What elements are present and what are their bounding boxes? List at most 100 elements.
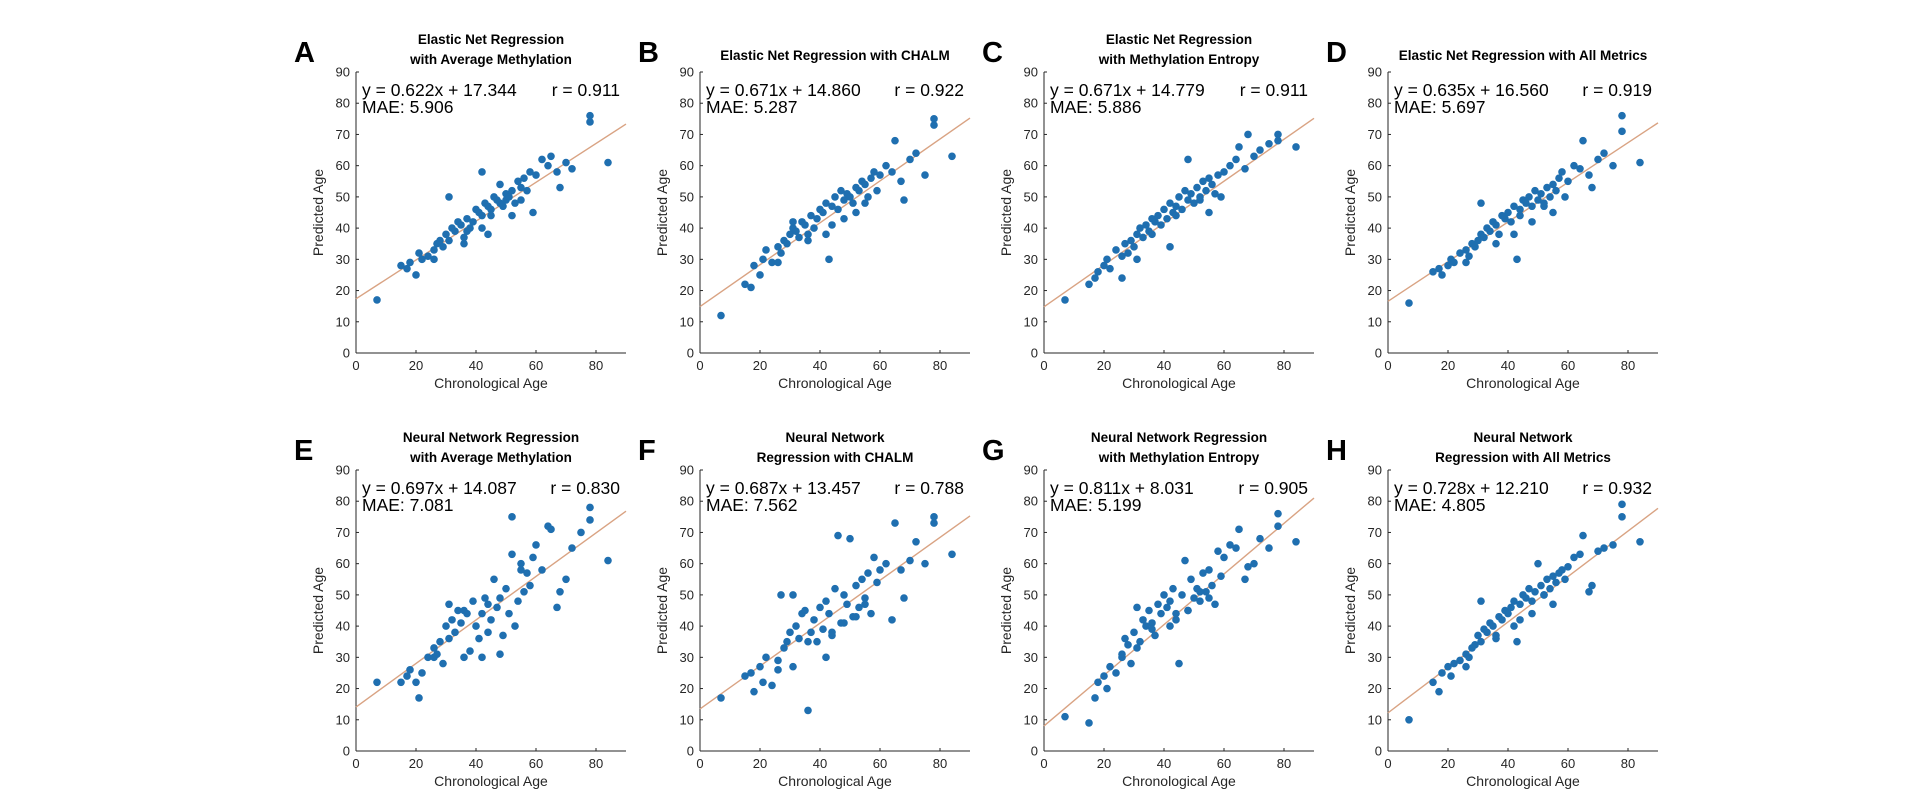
data-point [1184, 606, 1192, 615]
data-point [1549, 180, 1557, 189]
regression-equation: y = 0.697x + 14.087 [362, 478, 517, 498]
data-point [774, 258, 782, 267]
data-point [1477, 637, 1485, 646]
data-point [1555, 174, 1563, 182]
x-tick-label: 60 [873, 358, 887, 373]
y-tick-label: 30 [336, 650, 350, 665]
y-tick-label: 90 [1368, 463, 1382, 478]
data-point [921, 171, 929, 179]
y-tick-label: 70 [680, 127, 694, 142]
data-point [1235, 525, 1243, 534]
y-tick-label: 50 [336, 587, 350, 602]
y-tick-label: 80 [680, 96, 694, 111]
data-point [1480, 233, 1488, 242]
chart-title-line: Elastic Net Regression with CHALM [720, 48, 950, 63]
data-point [508, 550, 516, 559]
data-point [505, 609, 513, 618]
data-point [1154, 600, 1162, 609]
data-point [526, 168, 534, 176]
data-point [900, 196, 908, 204]
data-point [397, 261, 405, 270]
data-point [1483, 628, 1491, 637]
x-tick-label: 40 [1501, 756, 1515, 771]
regression-line [1043, 117, 1315, 308]
data-point [1136, 637, 1144, 646]
data-point [855, 603, 863, 612]
x-tick-label: 80 [1277, 358, 1291, 373]
data-point [523, 569, 531, 577]
y-tick-label: 60 [336, 556, 350, 571]
data-point [780, 644, 788, 652]
data-point [1540, 202, 1548, 211]
data-point [586, 516, 594, 524]
data-point [505, 193, 513, 201]
data-point [532, 171, 540, 179]
data-point [430, 255, 438, 264]
panel-letter: F [638, 435, 656, 467]
data-point [1136, 224, 1144, 232]
data-point [1525, 193, 1533, 201]
y-tick-label: 0 [1031, 346, 1038, 361]
data-point [777, 249, 785, 257]
y-tick-label: 40 [680, 221, 694, 236]
y-tick-label: 0 [687, 744, 694, 759]
data-point [1531, 186, 1539, 195]
data-point [538, 566, 546, 574]
data-point [756, 662, 764, 671]
y-axis-label: Predicted Age [998, 169, 1014, 256]
data-point [445, 193, 453, 201]
y-tick-label: 70 [1368, 525, 1382, 540]
data-point [1274, 136, 1282, 145]
data-point [1091, 694, 1099, 702]
data-point [1489, 622, 1497, 630]
data-point [1516, 205, 1524, 214]
data-point [562, 575, 570, 584]
data-point [795, 233, 803, 242]
data-point [1184, 196, 1192, 204]
regression-equation: y = 0.728x + 12.210 [1394, 478, 1549, 498]
data-point [816, 603, 824, 612]
data-point [1241, 164, 1249, 173]
regression-line [699, 515, 971, 710]
data-point [1465, 653, 1473, 662]
data-point [1618, 500, 1626, 509]
data-point [517, 566, 525, 574]
data-point [556, 587, 564, 596]
x-tick-label: 20 [409, 358, 423, 373]
scatter-panel-c: C Elastic Net Regression with Methylation … [982, 32, 1315, 391]
data-point [888, 168, 896, 176]
data-point [861, 199, 869, 207]
data-point [864, 193, 872, 201]
data-point [1618, 513, 1626, 521]
data-point [1172, 202, 1180, 211]
panel-letter: H [1326, 435, 1347, 467]
data-point [831, 584, 839, 593]
y-tick-label: 20 [336, 681, 350, 696]
data-point [1151, 218, 1159, 226]
data-point [1549, 208, 1557, 217]
y-tick-label: 50 [1024, 189, 1038, 204]
data-point [1133, 255, 1141, 264]
data-point [436, 236, 444, 245]
data-point [1112, 669, 1120, 677]
data-point [496, 180, 504, 189]
scatter-panel-d: D Elastic Net Regression with All Metrics… [1326, 37, 1659, 391]
data-point [741, 672, 749, 680]
data-point [1462, 246, 1470, 254]
data-point [810, 616, 818, 624]
y-tick-label: 50 [680, 587, 694, 602]
regression-equation: y = 0.622x + 17.344 [362, 80, 517, 100]
data-point [906, 155, 914, 164]
data-point [1142, 622, 1150, 630]
mae-label: MAE: 7.081 [362, 495, 453, 515]
y-tick-label: 50 [1024, 587, 1038, 602]
data-point [442, 230, 450, 239]
data-point [1187, 575, 1195, 584]
x-tick-label: 0 [696, 756, 703, 771]
data-point [1561, 575, 1569, 584]
scatter-panel-h: H Neural Network Regression with All Metri… [1326, 430, 1659, 789]
data-point [478, 168, 486, 176]
x-tick-label: 20 [1441, 358, 1455, 373]
data-point [1139, 616, 1147, 624]
y-tick-label: 30 [336, 252, 350, 267]
